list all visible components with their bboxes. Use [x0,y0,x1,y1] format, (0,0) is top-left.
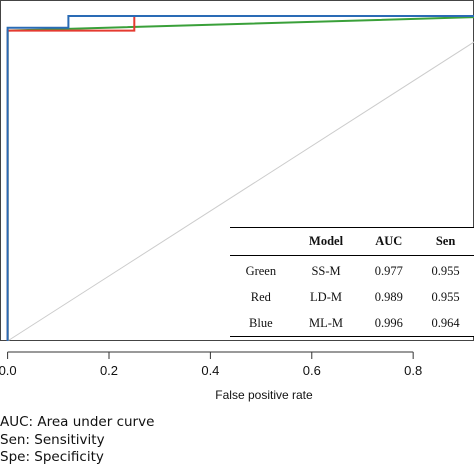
table-cell: LD-M [310,289,342,304]
table-cell: Red [250,289,271,304]
table-row: Green SS-M 0.977 0.955 [230,256,474,285]
x-tick-label: 0.8 [404,363,422,378]
table-header-cell: AUC [360,227,418,256]
abbreviation-notes: AUC: Area under curve Sen: Sensitivity S… [0,414,154,467]
blue-roc-line [6,15,474,341]
table-cell: Green [245,263,277,278]
x-axis-label: False positive rate [215,388,313,402]
table-header-cell: Sen [417,227,474,256]
reference-diagonal-line [7,41,474,342]
table-cell: ML-M [291,310,361,337]
table-header-cell [230,227,292,256]
table-cell: SS-M [311,263,341,278]
table-cell: 0.996 [360,310,418,337]
plot-area [0,0,474,342]
note-spe: Spe: Specificity [0,449,104,465]
table-cell: 0.977 [374,263,403,278]
table-cell: 0.989 [374,289,403,304]
table-cell: 0.955 [431,263,460,278]
table-row: Blue ML-M 0.996 0.964 [230,310,474,337]
table-row: Red LD-M 0.989 0.955 [230,284,474,310]
table-cell: 0.955 [431,289,460,304]
x-tick-label: 0.2 [100,363,118,378]
x-tick-label: 0.6 [303,363,321,378]
x-axis: 0.0 0.2 0.4 0.6 0.8 [0,351,422,378]
table-cell: 0.964 [417,310,474,337]
note-auc: AUC: Area under curve [0,414,155,430]
auc-table: Model AUC Sen Green SS-M 0.977 0.955 Red… [230,227,474,337]
x-tick-label: 0.0 [0,363,17,378]
table-header-row: Model AUC Sen [230,227,474,256]
note-sen: Sen: Sensitivity [0,431,105,448]
table-cell: Blue [230,310,292,337]
x-tick-label: 0.4 [201,363,219,378]
table-header-cell: Model [291,227,361,256]
